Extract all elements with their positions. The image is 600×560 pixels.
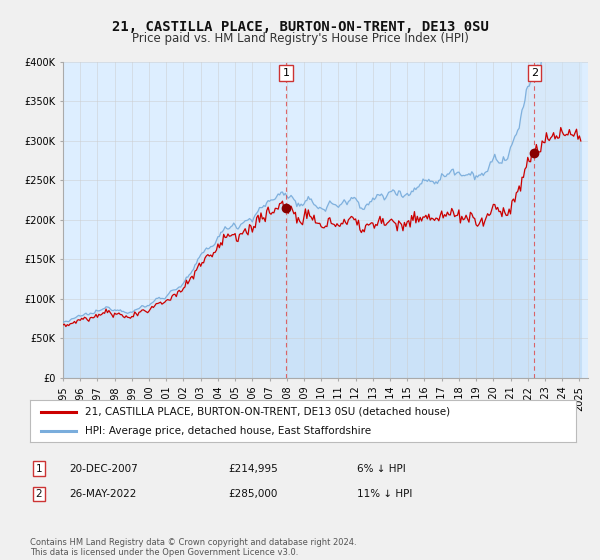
Text: 2: 2 [531, 68, 538, 78]
Text: 21, CASTILLA PLACE, BURTON-ON-TRENT, DE13 0SU (detached house): 21, CASTILLA PLACE, BURTON-ON-TRENT, DE1… [85, 407, 450, 417]
Text: 1: 1 [283, 68, 290, 78]
Text: HPI: Average price, detached house, East Staffordshire: HPI: Average price, detached house, East… [85, 426, 371, 436]
Text: 11% ↓ HPI: 11% ↓ HPI [357, 489, 412, 499]
Text: 2: 2 [35, 489, 43, 499]
Text: 1: 1 [35, 464, 43, 474]
Text: Contains HM Land Registry data © Crown copyright and database right 2024.
This d: Contains HM Land Registry data © Crown c… [30, 538, 356, 557]
Text: 26-MAY-2022: 26-MAY-2022 [69, 489, 136, 499]
Text: 20-DEC-2007: 20-DEC-2007 [69, 464, 138, 474]
Text: Price paid vs. HM Land Registry's House Price Index (HPI): Price paid vs. HM Land Registry's House … [131, 32, 469, 45]
Text: £285,000: £285,000 [228, 489, 277, 499]
Text: 6% ↓ HPI: 6% ↓ HPI [357, 464, 406, 474]
Text: 21, CASTILLA PLACE, BURTON-ON-TRENT, DE13 0SU: 21, CASTILLA PLACE, BURTON-ON-TRENT, DE1… [112, 20, 488, 34]
Text: £214,995: £214,995 [228, 464, 278, 474]
